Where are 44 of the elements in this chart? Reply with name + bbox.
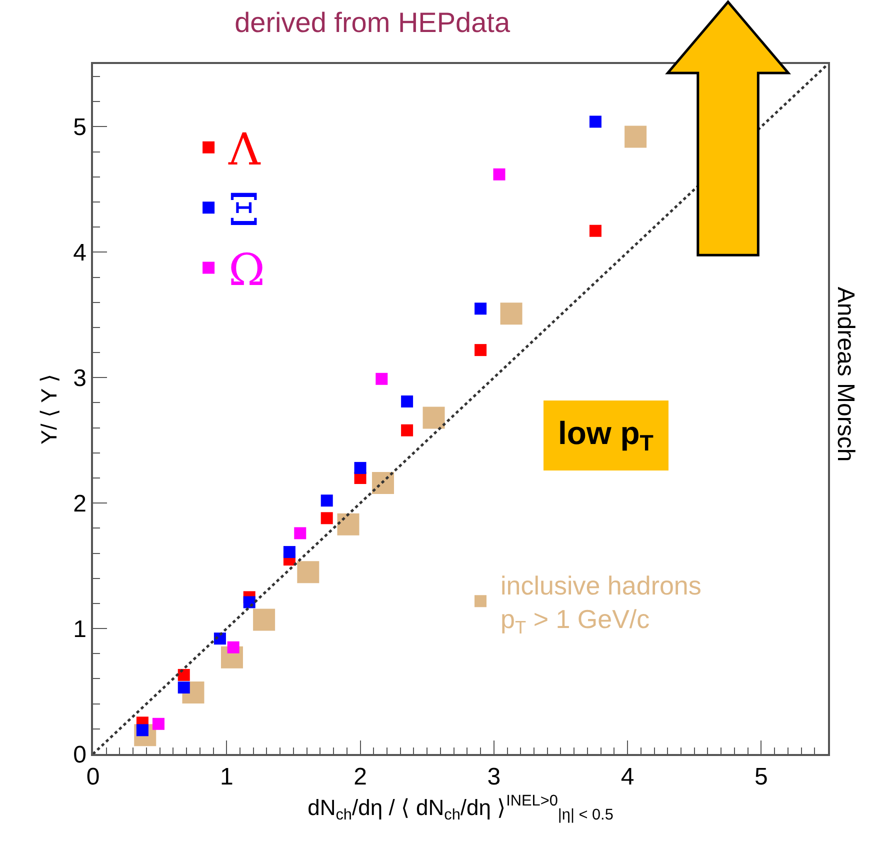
y-tick-label: 4: [73, 240, 86, 267]
x-tick-label: 5: [754, 764, 768, 791]
legend-label: Ξ: [228, 184, 260, 236]
point: [422, 406, 445, 429]
point: [178, 668, 190, 681]
point: [354, 462, 366, 474]
x-tick-label: 4: [620, 764, 634, 791]
point: [589, 116, 602, 128]
point: [474, 344, 487, 356]
point: [589, 224, 602, 237]
point: [243, 596, 256, 608]
point: [283, 546, 296, 558]
point: [320, 512, 333, 524]
point: [152, 718, 164, 730]
point: [376, 372, 388, 385]
point: [227, 641, 240, 654]
point: [624, 126, 647, 148]
legend-label: Λ: [228, 124, 262, 176]
point: [337, 513, 360, 536]
chart-title: derived from HEPdata: [234, 7, 510, 38]
y-tick-label: 5: [73, 114, 86, 142]
point: [493, 168, 506, 180]
point: [294, 527, 306, 540]
point: [178, 682, 190, 694]
point: [372, 472, 394, 494]
x-tick-label: 2: [354, 764, 367, 791]
legend-label: Ω: [228, 244, 266, 296]
point: [500, 302, 522, 325]
y-tick-label: 3: [73, 365, 86, 392]
y-axis-title: Y/ ⟨ Y ⟩: [36, 373, 62, 445]
y-tick-label: 0: [73, 741, 86, 768]
point: [401, 395, 414, 408]
x-tick-label: 1: [220, 764, 234, 791]
x-tick-label: 3: [487, 764, 501, 791]
text: Andreas Morsch: [832, 286, 860, 462]
annotation: low p$_{T}$: [558, 415, 654, 456]
y-tick-label: 1: [73, 616, 86, 643]
point: [320, 494, 333, 507]
point: [297, 561, 320, 584]
y-tick-label: 2: [73, 490, 86, 518]
point: [474, 302, 487, 315]
point: [401, 424, 414, 436]
point: [253, 608, 276, 631]
legend-label: inclusive hadrons p$_{T}$ > 1 GeV/c: [500, 570, 702, 638]
